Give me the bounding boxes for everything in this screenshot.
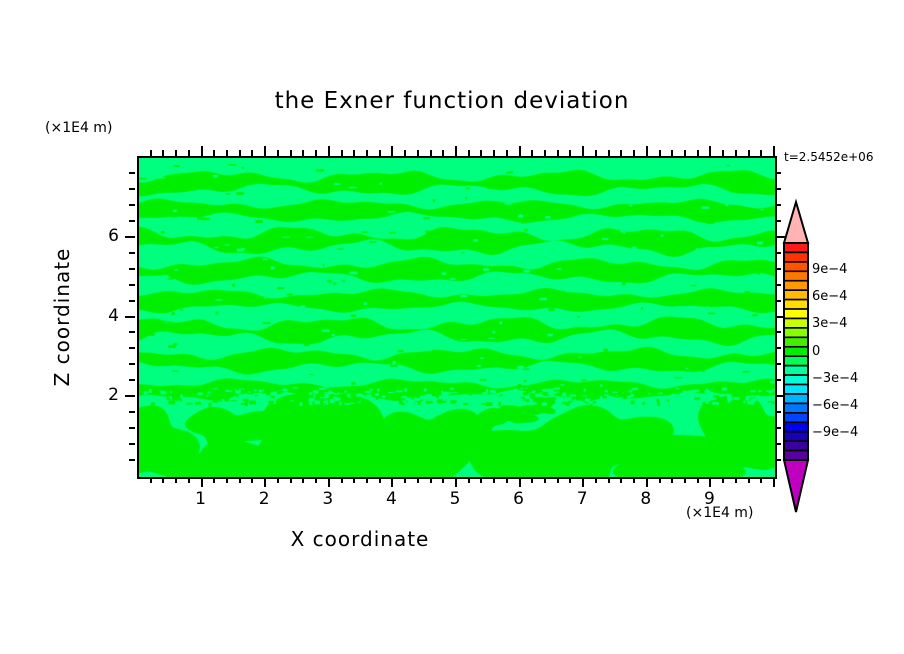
colorbar-band <box>783 308 809 320</box>
colorbar-band <box>783 251 809 263</box>
colorbar-band <box>783 327 809 339</box>
colorbar-band <box>783 317 809 329</box>
colorbar-tick-label: 0 <box>812 343 821 359</box>
y-tick <box>129 331 135 334</box>
colorbar: 9e−4 6e−4 3e−4 0 −3e−4 −6e−4 −9e−4 <box>780 198 900 518</box>
y-tick <box>129 219 135 222</box>
x-tick-label: 7 <box>576 489 588 509</box>
colorbar-tick-label: −6e−4 <box>812 397 859 413</box>
y-axis-title: Z coordinate <box>50 247 74 387</box>
colorbar-over-arrow <box>782 198 810 244</box>
contour-field-canvas <box>139 158 775 477</box>
colorbar-tick-label: −3e−4 <box>812 370 859 386</box>
x-tick-label: 4 <box>385 489 397 509</box>
colorbar-band <box>783 298 809 310</box>
y-tick-label: 4 <box>108 305 119 326</box>
x-tick-top <box>327 146 330 156</box>
colorbar-svg <box>782 198 810 513</box>
x-tick-top <box>709 146 712 156</box>
y-tick <box>125 395 135 398</box>
x-tick-top <box>582 146 585 156</box>
y-tick-label: 2 <box>108 385 119 406</box>
x-tick-top <box>264 146 267 156</box>
x-tick-label: 8 <box>640 489 652 509</box>
colorbar-band <box>783 336 809 348</box>
y-tick <box>129 267 135 270</box>
contour-plot-area <box>137 156 777 479</box>
colorbar-band <box>783 383 809 395</box>
colorbar-tick-label: 6e−4 <box>812 289 848 305</box>
x-axis-title: X coordinate <box>290 527 430 551</box>
colorbar-tick-label: −9e−4 <box>812 424 859 440</box>
x-tick-top <box>645 146 648 156</box>
colorbar-band <box>783 440 809 452</box>
y-tick <box>129 379 135 382</box>
colorbar-band <box>783 261 809 273</box>
y-tick-label: 6 <box>108 225 119 246</box>
y-axis-unit-label: (×1E4 m) <box>45 120 113 136</box>
y-tick <box>129 443 135 446</box>
colorbar-band <box>783 402 809 414</box>
y-tick <box>129 251 135 254</box>
y-tick <box>129 203 135 206</box>
y-tick <box>125 315 135 318</box>
colorbar-tick-label: 3e−4 <box>812 316 848 332</box>
x-tick-label: 6 <box>513 489 524 509</box>
colorbar-band <box>783 355 809 367</box>
y-tick <box>125 235 135 238</box>
x-tick-label: 1 <box>195 489 206 509</box>
y-tick <box>129 411 135 414</box>
colorbar-band <box>783 345 809 358</box>
x-tick-top <box>200 146 203 156</box>
colorbar-under-arrow <box>782 459 810 513</box>
colorbar-band <box>783 279 809 291</box>
page-title: the Exner function deviation <box>274 88 630 114</box>
colorbar-band <box>783 364 809 376</box>
x-tick-label: 2 <box>258 489 270 509</box>
x-tick-top <box>391 146 394 156</box>
colorbar-band <box>783 374 809 386</box>
x-tick-label: 3 <box>322 489 334 509</box>
colorbar-band <box>783 393 809 405</box>
x-tick-label: 5 <box>449 489 461 509</box>
x-axis-unit-label: (×1E4 m) <box>686 505 754 521</box>
colorbar-band <box>783 449 809 461</box>
colorbar-band <box>783 289 809 301</box>
y-tick <box>129 427 135 430</box>
y-tick <box>129 459 135 462</box>
x-tick-top <box>455 146 457 156</box>
colorbar-band <box>783 242 809 254</box>
y-tick <box>129 171 135 174</box>
colorbar-band <box>783 270 809 282</box>
y-tick <box>129 187 135 190</box>
colorbar-band <box>783 421 809 433</box>
y-tick <box>129 299 135 302</box>
colorbar-band <box>783 412 809 424</box>
y-tick <box>129 363 135 366</box>
colorbar-tick-label: 9e−4 <box>812 262 848 278</box>
timestamp-annotation: t=2.5452e+06 <box>784 150 874 164</box>
y-tick <box>129 347 135 350</box>
colorbar-band <box>783 430 809 442</box>
x-tick-top <box>518 146 521 156</box>
colorbar-outline <box>783 242 809 461</box>
y-tick <box>129 283 135 286</box>
x-tick-top <box>773 146 775 156</box>
